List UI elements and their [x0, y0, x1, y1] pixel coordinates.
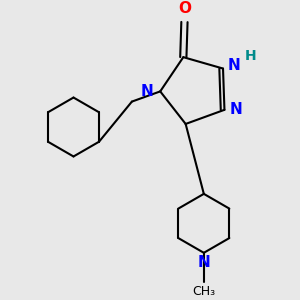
Text: N: N — [197, 255, 210, 270]
Text: H: H — [244, 49, 256, 63]
Text: CH₃: CH₃ — [192, 285, 215, 298]
Text: N: N — [141, 84, 153, 99]
Text: N: N — [230, 102, 243, 117]
Text: O: O — [178, 2, 191, 16]
Text: N: N — [227, 58, 240, 73]
